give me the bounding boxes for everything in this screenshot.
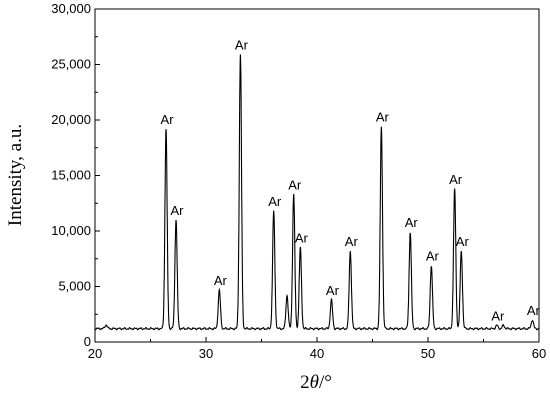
peak-label: Ar xyxy=(345,234,359,249)
peak-label: Ar xyxy=(376,110,390,125)
peak-label: Ar xyxy=(449,172,463,187)
y-tick-label: 20,000 xyxy=(51,112,91,127)
x-tick-label: 30 xyxy=(199,346,213,361)
x-tick-label: 40 xyxy=(310,346,324,361)
y-tick-label: 15,000 xyxy=(51,168,91,183)
peak-point xyxy=(410,232,411,233)
plot-frame xyxy=(94,8,540,343)
peak-label: Ar xyxy=(405,215,419,230)
x-tick-label: 50 xyxy=(421,346,435,361)
y-tick-label: 0 xyxy=(84,334,91,349)
y-tick-label: 5,000 xyxy=(58,279,91,294)
x-axis-title-theta: θ xyxy=(310,372,319,393)
x-axis-title-suffix: /° xyxy=(319,372,332,393)
peak-label: Ar xyxy=(426,248,440,263)
peak-label: Ar xyxy=(171,203,185,218)
peak-label: Ar xyxy=(161,112,175,127)
peak-label: Ar xyxy=(491,308,505,323)
x-axis-title-prefix: 2 xyxy=(300,372,310,393)
y-axis-title: Intensity, a.u. xyxy=(5,124,26,226)
peak-point xyxy=(431,265,432,266)
peak-label: Ar xyxy=(214,273,228,288)
peak-label: Ar xyxy=(235,38,249,53)
x-tick-label: 60 xyxy=(532,346,546,361)
xrd-pattern-line xyxy=(94,54,540,331)
y-tick-label: 30,000 xyxy=(51,1,91,16)
y-tick-label: 25,000 xyxy=(51,57,91,72)
x-tick-label: 20 xyxy=(88,346,102,361)
peak-label: Ar xyxy=(295,231,309,246)
x-axis-title: 2θ/° xyxy=(300,372,332,393)
peak-label: Ar xyxy=(527,303,541,318)
peak-label: Ar xyxy=(268,194,282,209)
peak-label: Ar xyxy=(456,234,470,249)
y-tick-label: 10,000 xyxy=(51,223,91,238)
peak-label: Ar xyxy=(288,177,302,192)
plot-area: 0 5,000 10,000 15,000 20,000 25,000 30,000 20 30… xyxy=(51,1,546,361)
peak-label: Ar xyxy=(326,283,340,298)
